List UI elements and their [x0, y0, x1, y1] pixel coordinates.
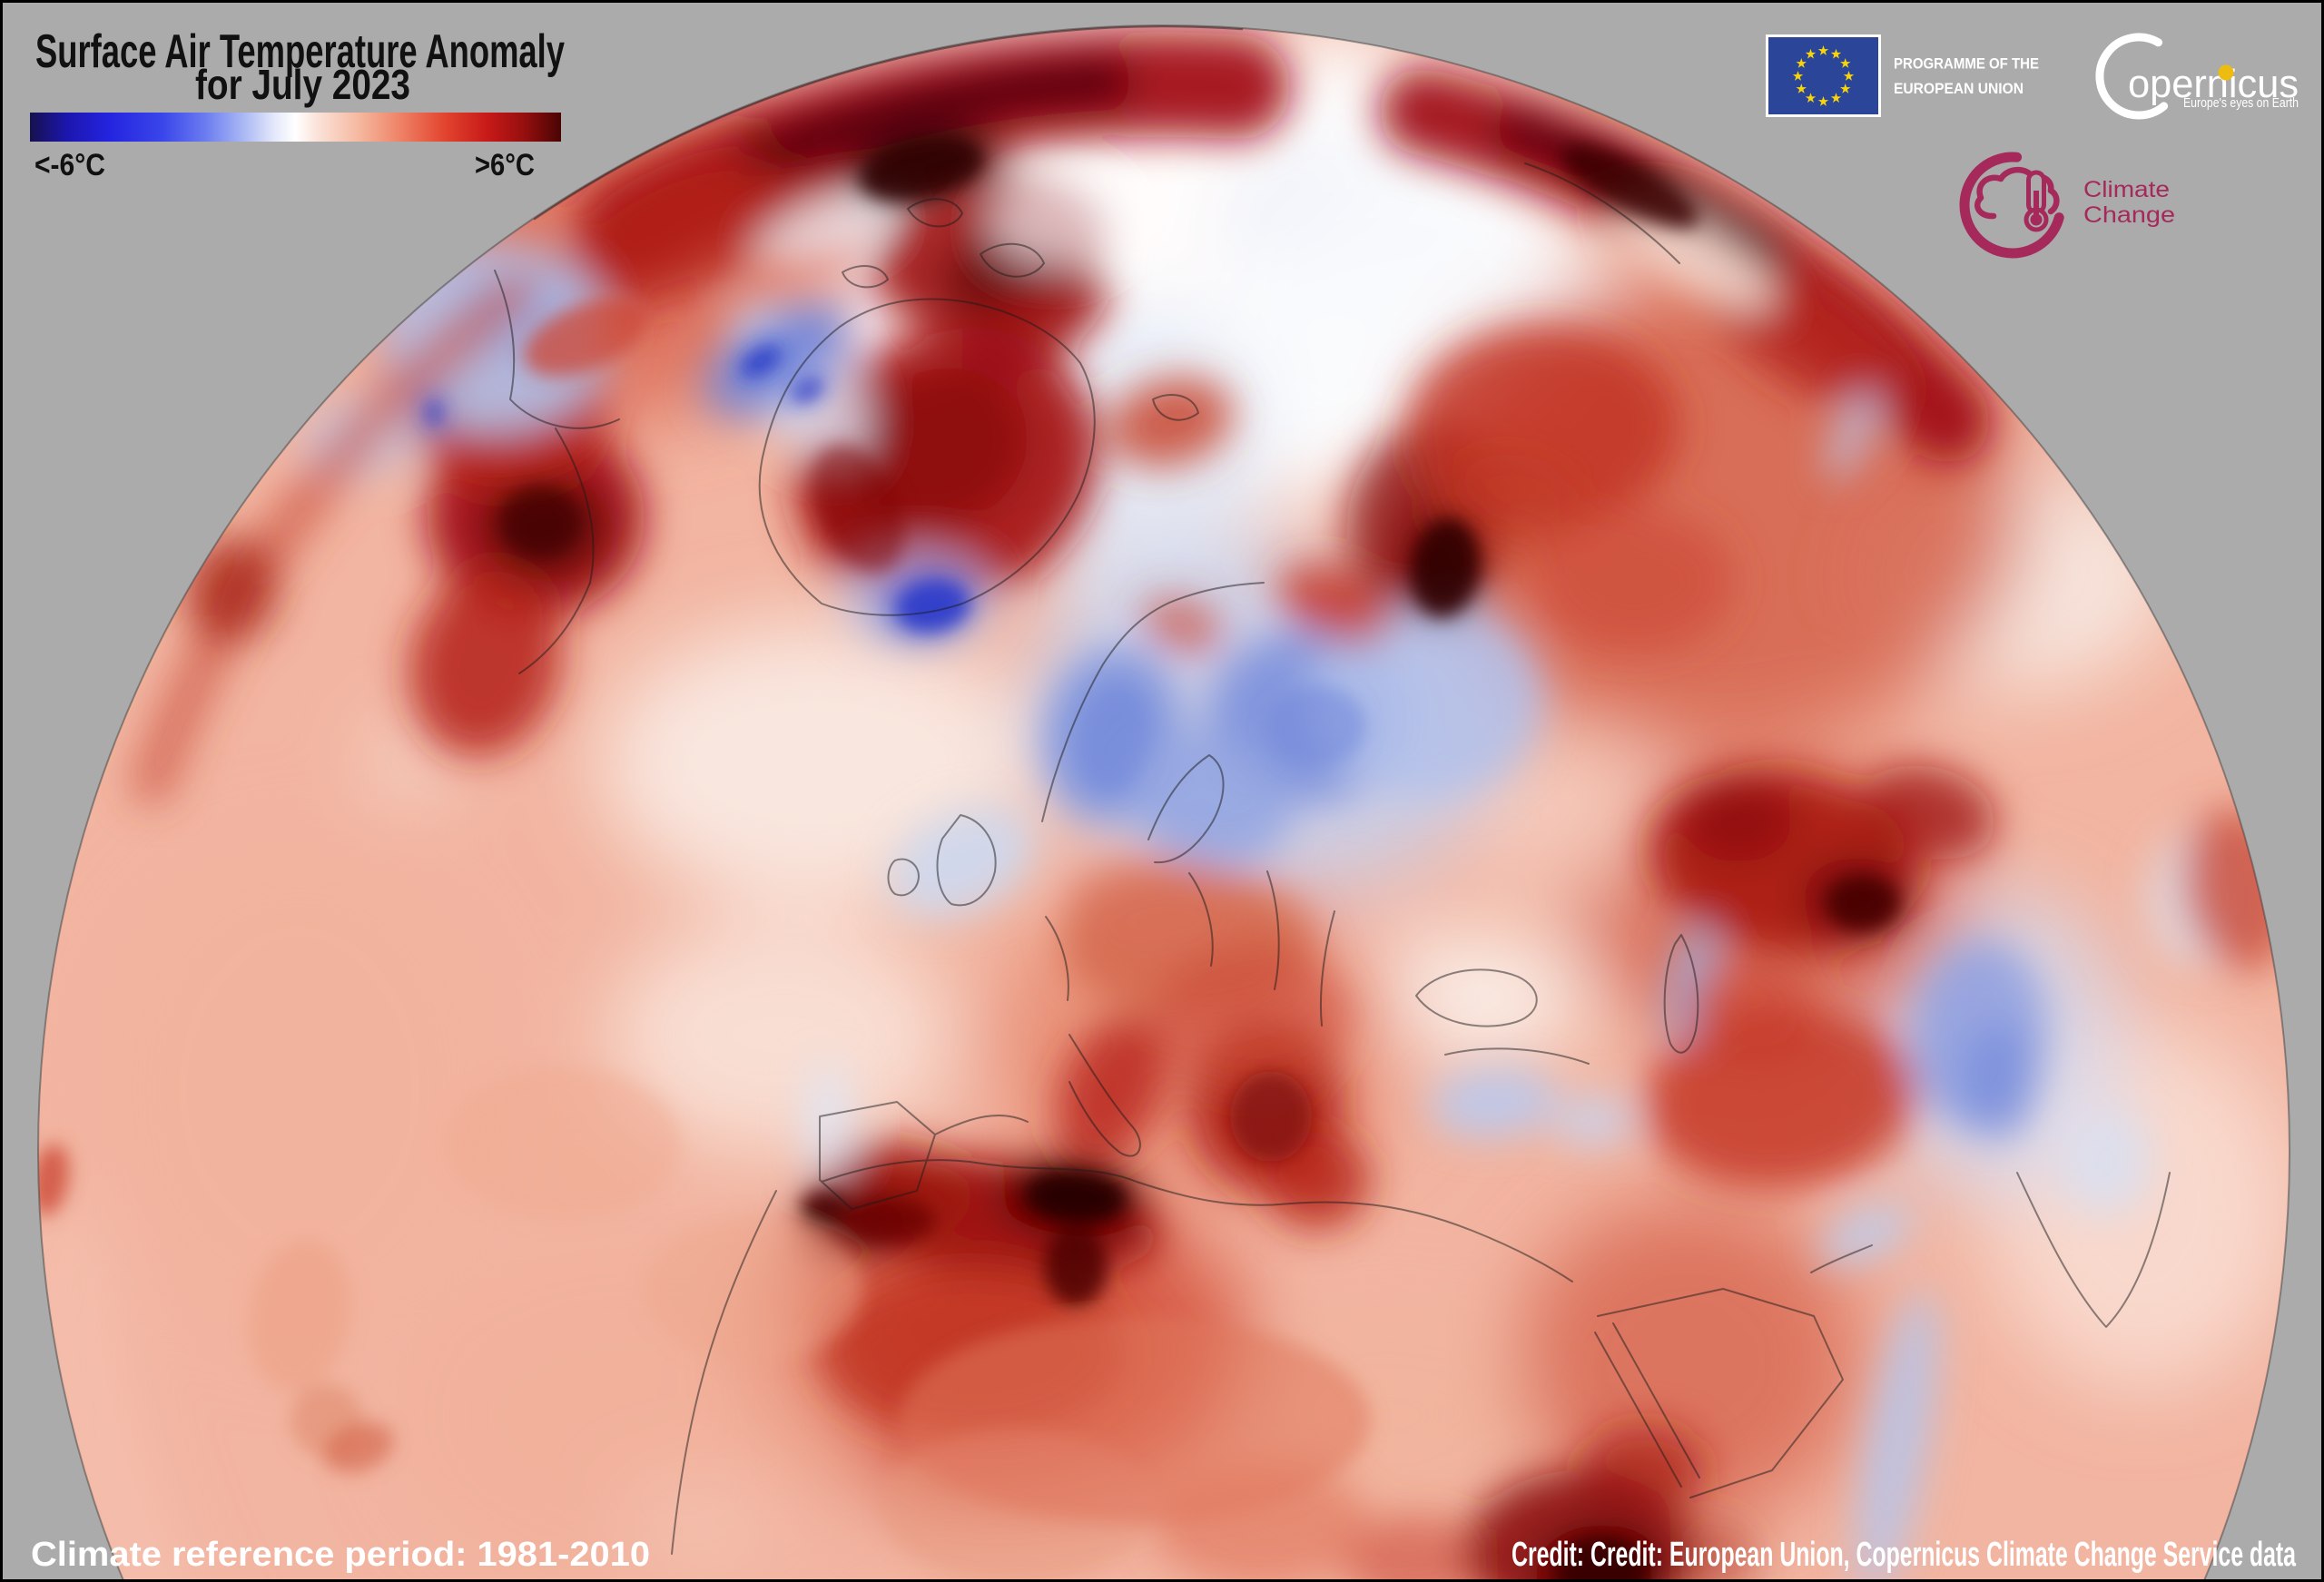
- svg-text:EUROPEAN UNION: EUROPEAN UNION: [1894, 80, 2024, 97]
- svg-text:Climate reference period: 1981: Climate reference period: 1981-2010: [31, 1536, 650, 1574]
- svg-text:<-6°C: <-6°C: [34, 148, 105, 182]
- svg-text:Climate: Climate: [2083, 177, 2170, 202]
- svg-text:Europe's eyes on Earth: Europe's eyes on Earth: [2183, 96, 2299, 111]
- svg-text:PROGRAMME OF THE: PROGRAMME OF THE: [1894, 55, 2039, 73]
- svg-text:Surface Air Temperature Anomal: Surface Air Temperature Anomaly: [35, 25, 565, 78]
- svg-text:Credit: Credit: European Union: Credit: Credit: European Union, Copernic…: [1512, 1536, 2297, 1574]
- svg-text:opernicus: opernicus: [2128, 62, 2299, 106]
- svg-text:for July 2023: for July 2023: [195, 61, 410, 108]
- svg-text:>6°C: >6°C: [475, 148, 535, 182]
- svg-text:Change: Change: [2083, 202, 2175, 228]
